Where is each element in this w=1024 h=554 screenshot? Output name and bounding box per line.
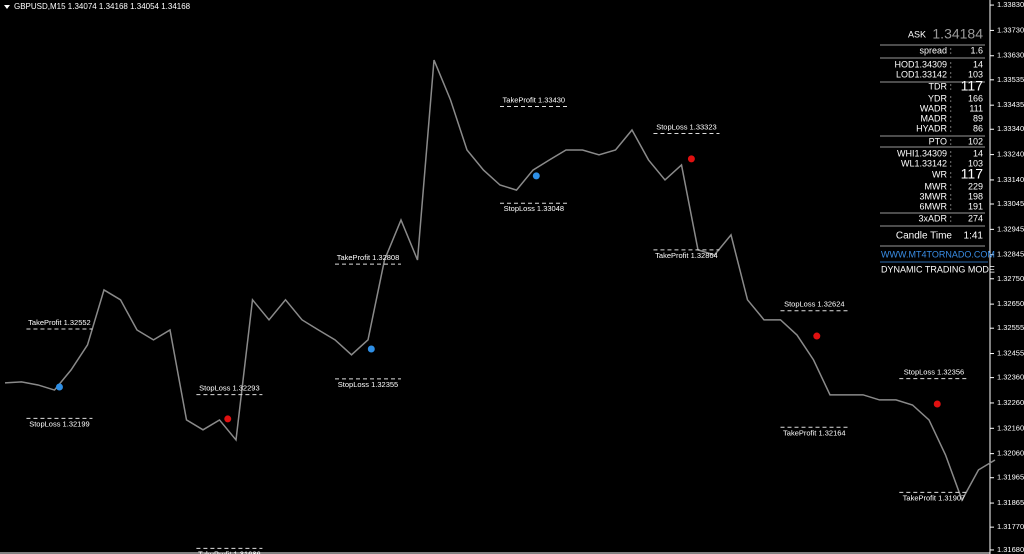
y-tick-label: 1.31865 bbox=[997, 498, 1024, 507]
level-label: StopLoss 1.32293 bbox=[199, 384, 259, 393]
panel-value: 102 bbox=[968, 136, 983, 146]
panel-label: LOD1.33142 : bbox=[896, 69, 952, 79]
signal-dot bbox=[933, 400, 941, 408]
level-label: TakeProfit 1.32808 bbox=[337, 253, 400, 262]
panel-value: 1.6 bbox=[970, 45, 983, 55]
y-tick-label: 1.31680 bbox=[997, 545, 1024, 554]
level-label: TakeProfit 1.31907 bbox=[903, 493, 966, 502]
panel-value: 166 bbox=[968, 93, 983, 103]
panel-label: 3MWR : bbox=[920, 191, 953, 201]
chart-title: GBPUSD,M15 1.34074 1.34168 1.34054 1.341… bbox=[14, 2, 191, 11]
panel-value: 198 bbox=[968, 191, 983, 201]
y-tick-label: 1.32060 bbox=[997, 449, 1024, 458]
y-tick-label: 1.32650 bbox=[997, 299, 1024, 308]
y-tick-label: 1.32845 bbox=[997, 250, 1024, 259]
panel-label: YDR : bbox=[928, 93, 952, 103]
y-tick-label: 1.32555 bbox=[997, 323, 1024, 332]
level-label: StopLoss 1.32624 bbox=[784, 300, 844, 309]
panel-value: 229 bbox=[968, 181, 983, 191]
panel-label: Candle Time bbox=[896, 231, 953, 242]
y-tick-label: 1.33535 bbox=[997, 75, 1024, 84]
y-tick-label: 1.33630 bbox=[997, 51, 1024, 60]
panel-label: WHI1.34309 : bbox=[897, 148, 952, 158]
panel-label: MADR : bbox=[921, 113, 953, 123]
y-tick-label: 1.33140 bbox=[997, 175, 1024, 184]
level-label: TakeProfit 1.32864 bbox=[655, 251, 718, 260]
y-tick-label: 1.31965 bbox=[997, 473, 1024, 482]
y-tick-label: 1.33830 bbox=[997, 0, 1024, 9]
level-label: StopLoss 1.33048 bbox=[504, 204, 564, 213]
level-label: StopLoss 1.32356 bbox=[904, 368, 964, 377]
level-label: TakeProfit 1.33430 bbox=[503, 95, 566, 104]
panel-label: WADR : bbox=[920, 103, 952, 113]
panel-label: WR : bbox=[932, 169, 952, 179]
level-label: StopLoss 1.33323 bbox=[656, 123, 716, 132]
y-tick-label: 1.33340 bbox=[997, 124, 1024, 133]
panel-link: WWW.MT4TORNADO.COM bbox=[881, 249, 995, 259]
panel-label: MWR : bbox=[925, 181, 953, 191]
panel-value: 117 bbox=[961, 166, 984, 182]
panel-value: 111 bbox=[969, 103, 983, 113]
panel-label: WL1.33142 : bbox=[901, 158, 952, 168]
panel-value: 86 bbox=[973, 123, 983, 133]
panel-value: 1:41 bbox=[964, 231, 984, 242]
y-tick-label: 1.32160 bbox=[997, 423, 1024, 432]
panel-value: 103 bbox=[968, 158, 983, 168]
panel-label: PTO : bbox=[929, 136, 952, 146]
panel-label: 6MWR : bbox=[920, 201, 953, 211]
y-tick-label: 1.32360 bbox=[997, 373, 1024, 382]
panel-value: 14 bbox=[973, 148, 983, 158]
y-tick-label: 1.33240 bbox=[997, 150, 1024, 159]
signal-dot bbox=[55, 383, 63, 391]
panel-label: spread : bbox=[919, 45, 952, 55]
panel-value: 1.34184 bbox=[932, 26, 983, 42]
level-label: TakeProfit 1.32552 bbox=[28, 318, 91, 327]
y-tick-label: 1.33045 bbox=[997, 199, 1024, 208]
panel-label: HOD1.34309 : bbox=[894, 59, 952, 69]
panel-label: TDR : bbox=[929, 81, 953, 91]
y-tick-label: 1.32750 bbox=[997, 274, 1024, 283]
panel-value: 274 bbox=[968, 213, 983, 223]
level-label: TakeProfit 1.32164 bbox=[783, 428, 846, 437]
signal-dot bbox=[367, 345, 375, 353]
menu-triangle[interactable] bbox=[4, 5, 10, 9]
level-label: StopLoss 1.32199 bbox=[29, 419, 89, 428]
panel-value: 14 bbox=[973, 59, 983, 69]
y-tick-label: 1.31770 bbox=[997, 522, 1024, 531]
panel-label: ASK bbox=[908, 29, 926, 39]
level-label: StopLoss 1.32355 bbox=[338, 380, 398, 389]
signal-dot bbox=[687, 155, 695, 163]
y-tick-label: 1.33730 bbox=[997, 25, 1024, 34]
panel-label: HYADR : bbox=[916, 123, 952, 133]
panel-value: 103 bbox=[968, 69, 983, 79]
signal-dot bbox=[224, 415, 232, 423]
price-line bbox=[4, 59, 996, 502]
panel-mode: DYNAMIC TRADING MODE bbox=[881, 264, 995, 274]
y-tick-label: 1.32945 bbox=[997, 224, 1024, 233]
y-tick-label: 1.33435 bbox=[997, 100, 1024, 109]
signal-dot bbox=[532, 172, 540, 180]
y-tick-label: 1.32260 bbox=[997, 398, 1024, 407]
panel-value: 191 bbox=[968, 201, 983, 211]
panel-label: 3xADR : bbox=[918, 213, 952, 223]
panel-value: 89 bbox=[973, 113, 983, 123]
level-label: TakeProfit 1.31686 bbox=[198, 549, 261, 554]
panel-value: 117 bbox=[961, 78, 984, 94]
y-tick-label: 1.32455 bbox=[997, 349, 1024, 358]
signal-dot bbox=[813, 332, 821, 340]
